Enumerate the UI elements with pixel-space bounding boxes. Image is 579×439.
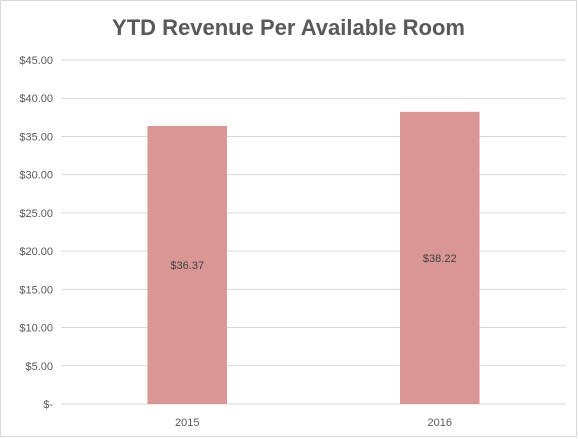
y-tick-label: $20.00 bbox=[19, 246, 53, 258]
bar-2015 bbox=[147, 125, 228, 404]
y-tick-label: $30.00 bbox=[19, 170, 53, 182]
x-tick-label: 2016 bbox=[428, 417, 452, 429]
x-tick-label: 2015 bbox=[175, 417, 199, 429]
bar-2016 bbox=[399, 111, 480, 404]
y-tick-label: $35.00 bbox=[19, 131, 53, 143]
y-tick-label: $15.00 bbox=[19, 284, 53, 296]
data-label-2015: $36.37 bbox=[170, 260, 204, 272]
y-tick-label: $5.00 bbox=[25, 361, 53, 373]
bars bbox=[147, 111, 480, 404]
y-tick-label: $10.00 bbox=[19, 323, 53, 335]
chart-title: YTD Revenue Per Available Room bbox=[112, 15, 465, 40]
gridlines bbox=[61, 59, 566, 405]
y-tick-label: $45.00 bbox=[19, 55, 53, 67]
data-label-2016: $38.22 bbox=[423, 253, 457, 265]
y-axis-ticks: $- $5.00 $10.00 $15.00 $20.00 $25.00 $30.00 $35… bbox=[19, 55, 53, 411]
y-tick-label: $- bbox=[43, 399, 53, 411]
x-axis-ticks: 2015 2016 bbox=[175, 417, 452, 429]
y-tick-label: $25.00 bbox=[19, 208, 53, 220]
data-labels: $36.37 $38.22 bbox=[170, 253, 456, 272]
y-tick-label: $40.00 bbox=[19, 93, 53, 105]
